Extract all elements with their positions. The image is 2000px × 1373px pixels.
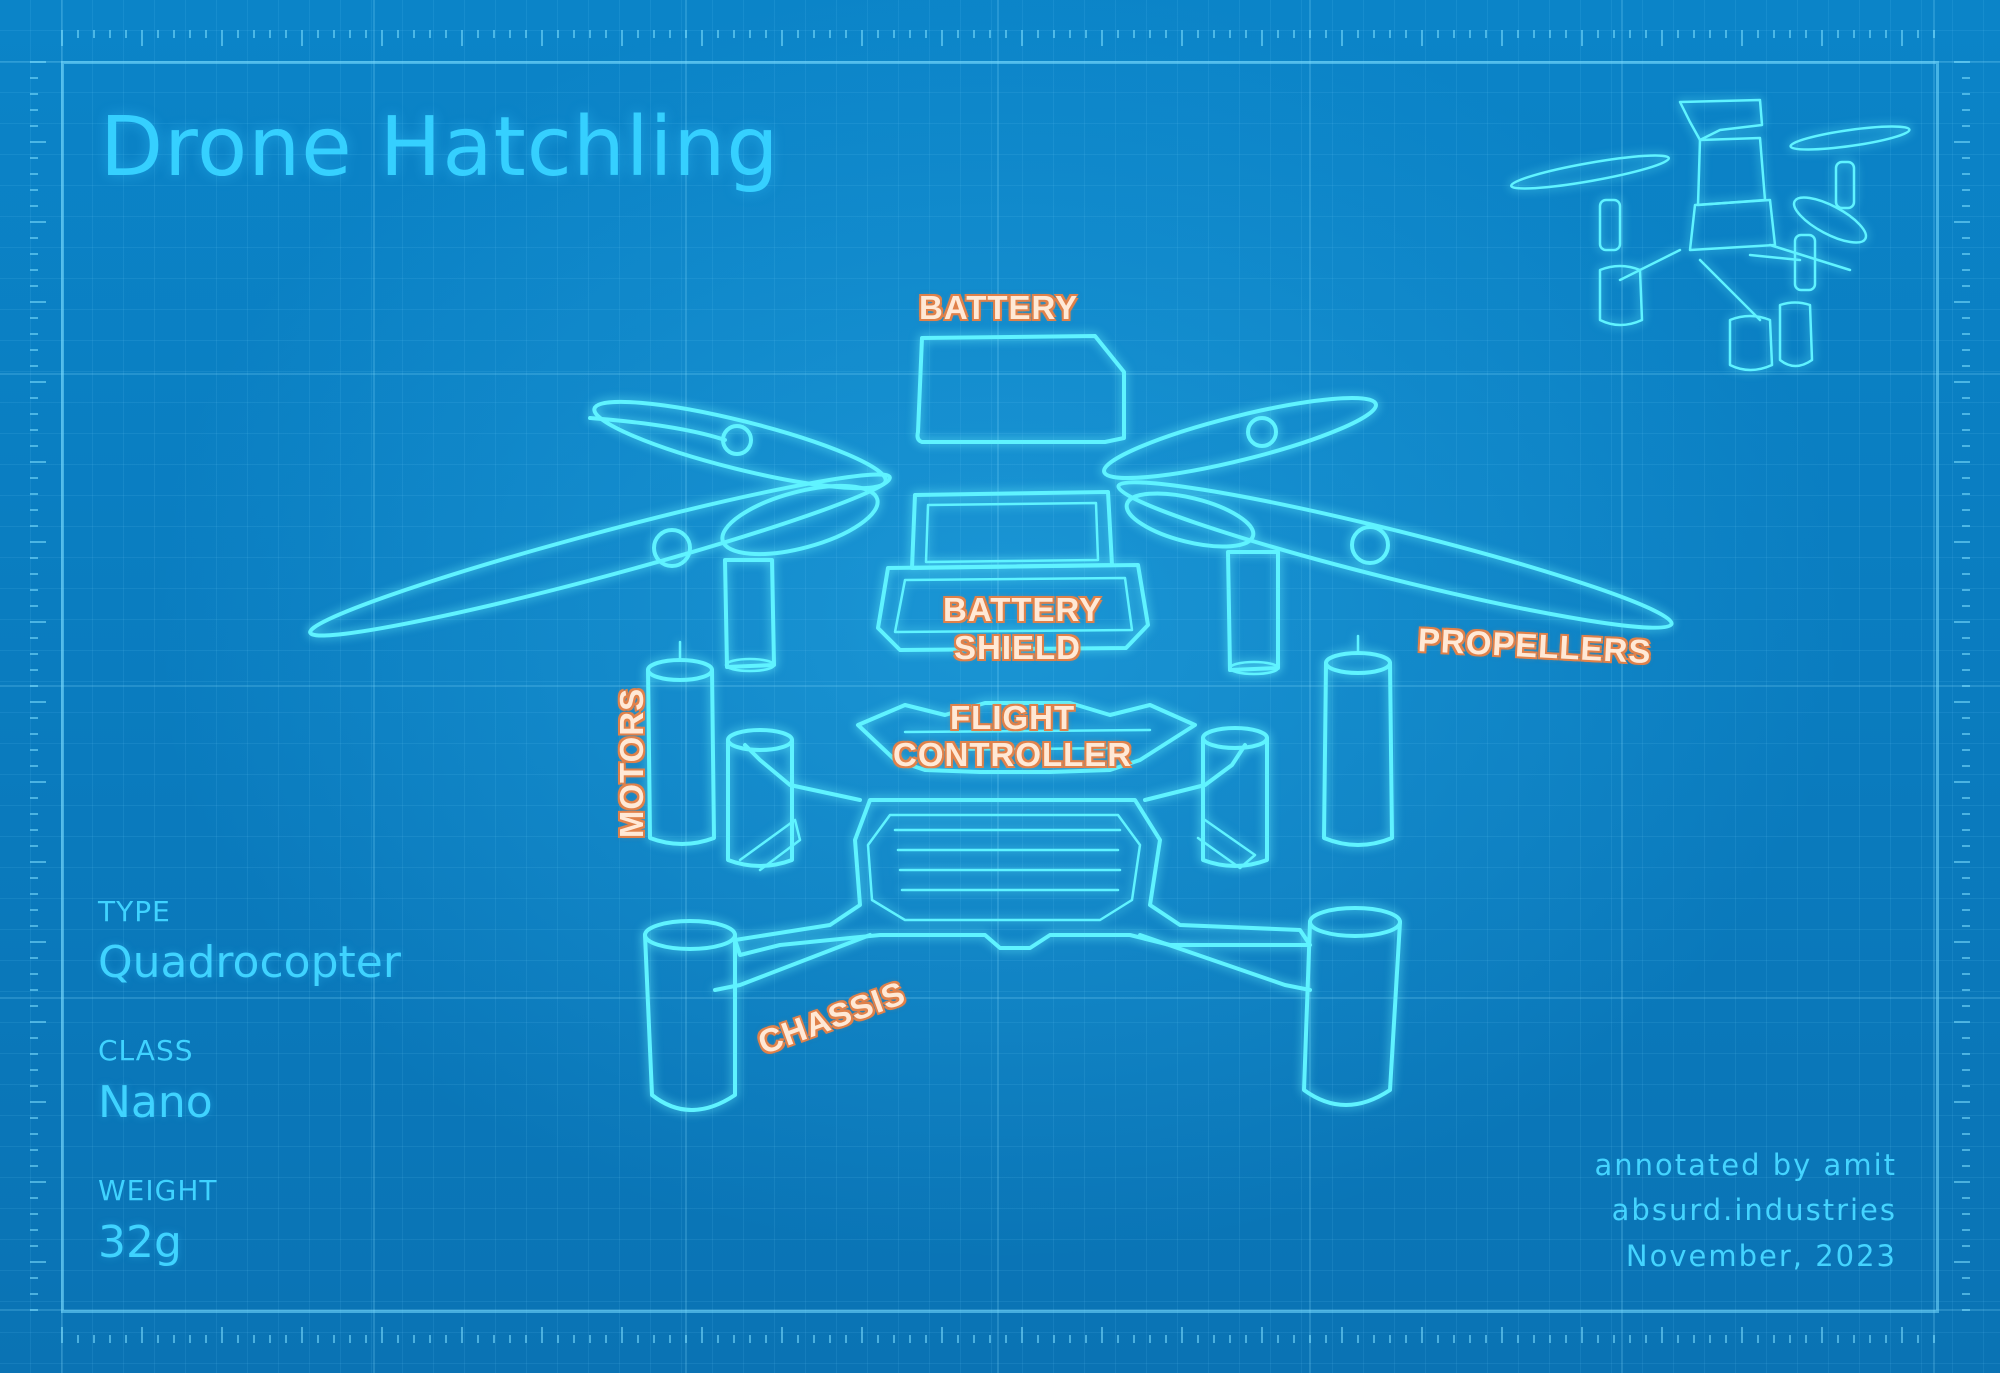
- propeller-mid-left: [308, 472, 892, 638]
- flight-controller-part: [856, 701, 1197, 774]
- motor-upper-left: [723, 558, 776, 673]
- motor-upper-right: [1226, 550, 1280, 676]
- propeller-top-right: [1102, 395, 1378, 481]
- propeller-mid-right: [1116, 480, 1674, 630]
- credit-site: absurd.industries: [1611, 1193, 1897, 1227]
- battery-part: [915, 334, 1126, 444]
- spec-class-label: CLASS: [98, 1034, 194, 1067]
- blueprint-frame: [61, 61, 1939, 1313]
- spec-weight-value: 32g: [98, 1217, 182, 1268]
- motor-lower-left: [646, 640, 716, 846]
- callout-battery-shield-line2: SHIELD: [954, 629, 1082, 666]
- spec-weight-label: WEIGHT: [98, 1174, 218, 1207]
- callout-flight-controller-line2: CONTROLLER: [893, 736, 1133, 773]
- callout-battery-shield-line1: BATTERY: [943, 591, 1103, 628]
- callout-flight-controller-line1: FLIGHT: [950, 699, 1076, 736]
- page-title: Drone Hatchling: [100, 100, 780, 195]
- chassis-part: [643, 726, 1402, 1112]
- battery-shield-part: [876, 490, 1150, 652]
- callout-battery: BATTERY: [919, 289, 1079, 326]
- assembled-drone-preview: [1509, 98, 1911, 372]
- motor-lower-right: [1322, 634, 1394, 847]
- credit-date: November, 2023: [1625, 1239, 1897, 1273]
- spec-class-value: Nano: [98, 1077, 213, 1128]
- spec-type-value: Quadrocopter: [98, 937, 401, 988]
- credit-author: annotated by amit: [1594, 1148, 1897, 1182]
- callout-motors: MOTORS: [613, 687, 651, 839]
- spec-type-label: TYPE: [98, 895, 171, 928]
